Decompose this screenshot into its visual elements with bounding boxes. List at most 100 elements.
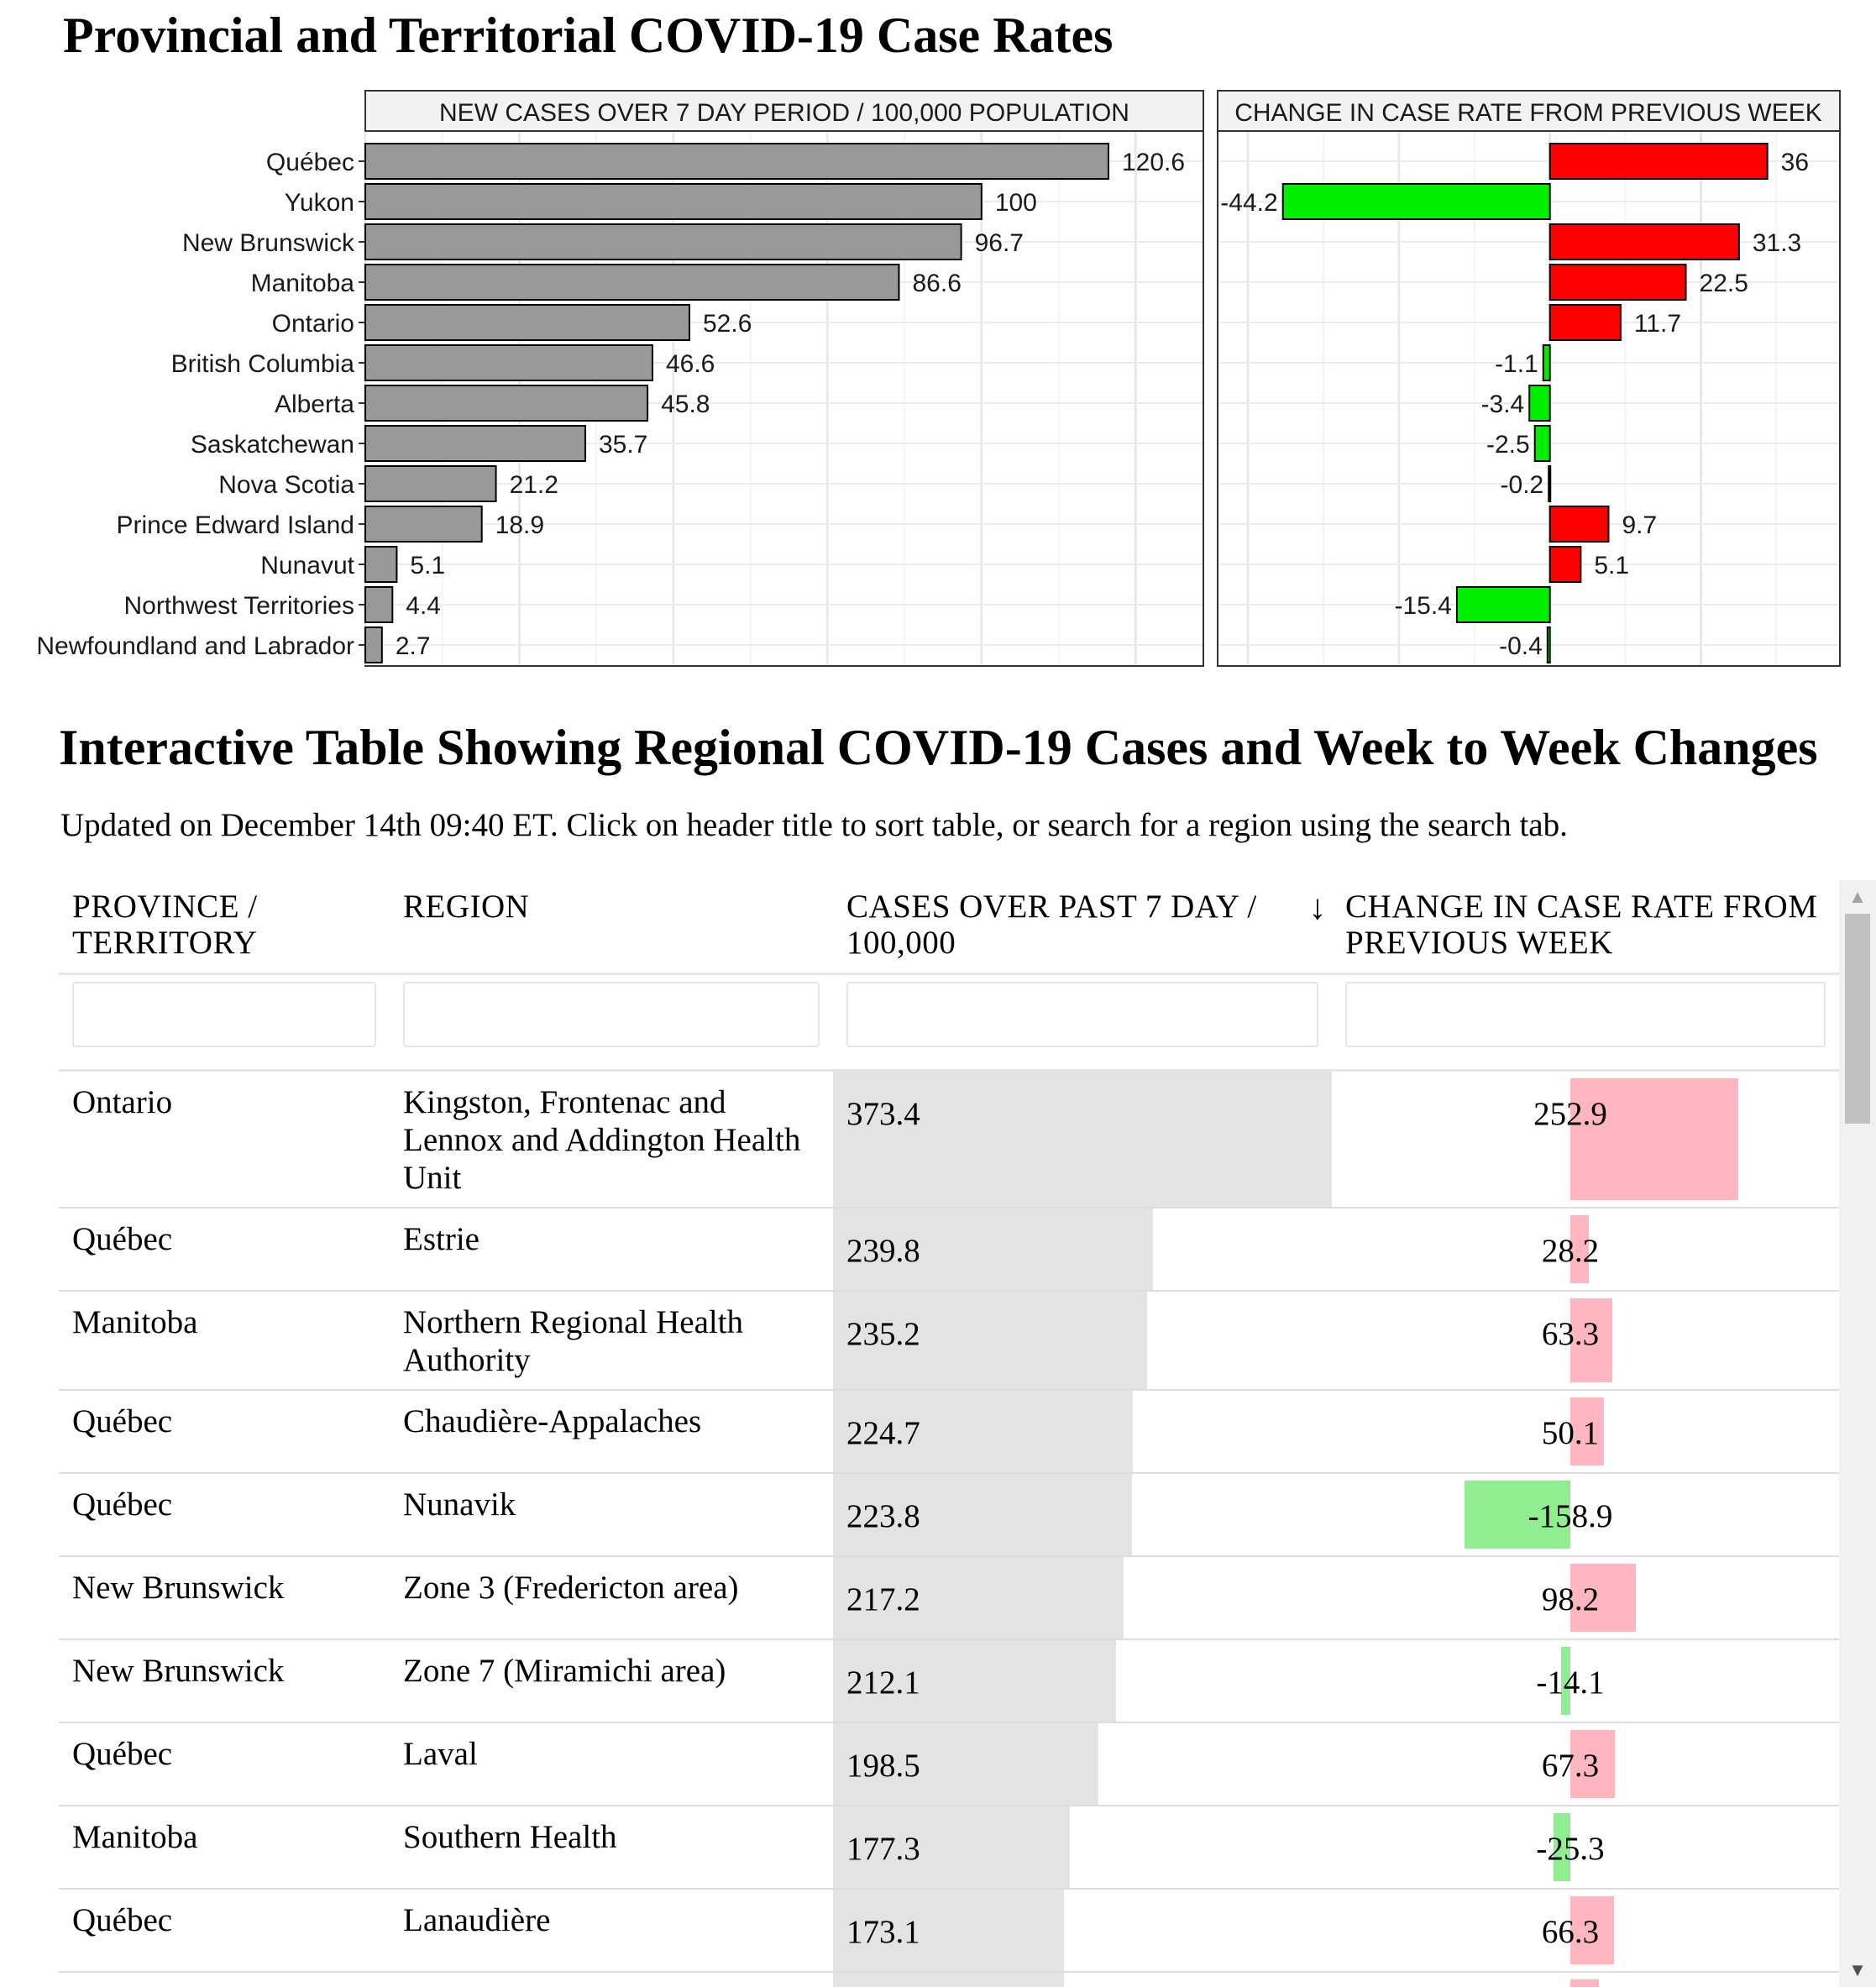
cases-value: 373.4 (846, 1096, 920, 1132)
table-row: Québec Estrie 239.8 28.2 (59, 1208, 1839, 1292)
cell-change: -158.9 (1332, 1473, 1839, 1557)
rate-bar-label: 18.9 (495, 511, 544, 539)
header-change[interactable]: CHANGE IN CASE RATE FROM PREVIOUS WEEK (1332, 880, 1839, 975)
cases-bar (833, 1474, 1133, 1555)
cases-bar (833, 1890, 1065, 1971)
province-label: Northwest Territories (123, 592, 354, 620)
table-title: Interactive Table Showing Regional COVID… (59, 720, 1818, 775)
change-increase-bar (1570, 1078, 1738, 1200)
change-decrease-bar (1465, 1481, 1570, 1549)
header-cases[interactable]: CASES OVER PAST 7 DAY / 100,000 ↓ (833, 880, 1332, 975)
rate-bar (364, 344, 653, 381)
sort-descending-icon: ↓ (1308, 889, 1327, 927)
regional-table-container[interactable]: PROVINCE / TERRITORY REGION CASES OVER P… (59, 880, 1839, 1987)
table-row: QuébecMontréal172.743.2 (59, 1972, 1839, 1987)
header-province-label: PROVINCE / TERRITORY (72, 889, 258, 961)
province-label: Prince Edward Island (117, 511, 354, 539)
filter-cases-cell (833, 973, 1332, 1072)
rate-bar-label: 100 (995, 189, 1037, 217)
province-labels: Québec Yukon New Brunswick Manitoba Ontario B… (36, 149, 365, 660)
charts-area: NEW CASES OVER 7 DAY PERIOD / 100,000 PO… (36, 90, 1841, 667)
province-label: Manitoba (251, 270, 355, 297)
table-row: Québec Lanaudière 173.1 66.3 (59, 1889, 1839, 1973)
change-value: 50.1 (1541, 1415, 1600, 1451)
change-bar-label: 11.7 (1634, 310, 1681, 338)
table-row: New Brunswick Zone 3 (Fredericton area) 21… (59, 1556, 1839, 1640)
change-bar-label: 9.7 (1622, 511, 1657, 539)
rate-bar (364, 223, 962, 260)
change-bar-label: -0.2 (1501, 471, 1544, 499)
cell-region: Montréal (390, 1972, 833, 1987)
cell-region: Northern Regional Health Authority (390, 1291, 833, 1391)
header-region[interactable]: REGION (390, 880, 833, 975)
scroll-up-icon[interactable]: ▲ (1848, 886, 1867, 907)
change-decrease-bar (1553, 1813, 1570, 1881)
rate-bar (364, 183, 983, 220)
rate-bar-label: 5.1 (410, 552, 445, 579)
province-label: Newfoundland and Labrador (36, 632, 354, 660)
cell-cases: 198.5 (833, 1722, 1332, 1806)
rate-bar-label: 86.6 (912, 270, 961, 297)
cell-cases: 172.7 (833, 1972, 1332, 1987)
rate-bar (364, 627, 383, 663)
cell-change: -14.1 (1332, 1639, 1839, 1723)
cell-province: New Brunswick (59, 1556, 390, 1640)
change-bars (1281, 143, 1769, 663)
cell-province: Manitoba (59, 1291, 390, 1391)
rate-bar-label: 46.6 (666, 350, 715, 378)
header-cases-label: CASES OVER PAST 7 DAY / 100,000 (846, 889, 1257, 961)
filter-province-input[interactable] (72, 982, 376, 1047)
rate-bar (364, 465, 497, 502)
cell-cases: 212.1 (833, 1639, 1332, 1723)
scroll-thumb[interactable] (1845, 914, 1870, 1124)
table-scrollbar[interactable]: ▲ ▼ (1839, 880, 1876, 1987)
rate-bar (364, 506, 483, 543)
rate-bar-label: 45.8 (661, 391, 710, 418)
decrease-bar (1533, 425, 1551, 462)
province-label: Ontario (272, 310, 354, 338)
cell-change: 43.2 (1332, 1972, 1839, 1987)
change-increase-bar (1570, 1730, 1616, 1798)
header-change-label: CHANGE IN CASE RATE FROM PREVIOUS WEEK (1345, 889, 1818, 961)
cell-province: Québec (59, 1722, 390, 1806)
table-row: Manitoba Southern Health 177.3 -25.3 (59, 1806, 1839, 1890)
header-province[interactable]: PROVINCE / TERRITORY (59, 880, 390, 975)
cell-change: 252.9 (1332, 1070, 1839, 1208)
change-bar-label: -2.5 (1486, 431, 1530, 459)
table-row: Québec Laval 198.5 67.3 (59, 1722, 1839, 1806)
cell-province: Québec (59, 1390, 390, 1474)
change-bar-label: -0.4 (1499, 632, 1543, 660)
filter-region-input[interactable] (403, 982, 820, 1047)
cell-cases: 217.2 (833, 1556, 1332, 1640)
change-value: 66.3 (1541, 1914, 1600, 1950)
change-value: 252.9 (1533, 1096, 1607, 1132)
rate-bar-label: 2.7 (396, 632, 431, 660)
decrease-bar (1281, 183, 1551, 220)
change-value: -25.3 (1536, 1831, 1605, 1867)
cell-region: Zone 7 (Miramichi area) (390, 1639, 833, 1723)
change-value: 28.2 (1541, 1233, 1600, 1269)
cell-change: 50.1 (1332, 1390, 1839, 1474)
change-panel: CHANGE IN CASE RATE FROM PREVIOUS WEEK 3… (1217, 90, 1841, 667)
cell-cases: 223.8 (833, 1473, 1332, 1557)
cell-change: 28.2 (1332, 1208, 1839, 1292)
change-value: 67.3 (1541, 1748, 1600, 1784)
change-bar-label: -44.2 (1220, 189, 1277, 217)
change-value: -158.9 (1528, 1498, 1613, 1534)
province-label: New Brunswick (182, 229, 355, 257)
table-body: Ontario Kingston, Frontenac and Lennox an… (59, 1070, 1839, 1987)
increase-bar (1548, 143, 1769, 180)
change-value: -14.1 (1536, 1665, 1605, 1701)
rate-bar (364, 586, 394, 623)
cell-region: Southern Health (390, 1806, 833, 1890)
scroll-down-icon[interactable]: ▼ (1848, 1959, 1867, 1980)
change-increase-bar (1570, 1397, 1604, 1465)
decrease-bar (1528, 385, 1551, 422)
filter-cases-input[interactable] (846, 982, 1318, 1047)
cell-cases: 224.7 (833, 1390, 1332, 1474)
increase-bar (1548, 223, 1740, 260)
cell-region: Kingston, Frontenac and Lennox and Addin… (390, 1070, 833, 1208)
filter-change-input[interactable] (1345, 982, 1826, 1047)
cell-region: Nunavik (390, 1473, 833, 1557)
province-label: Nova Scotia (218, 471, 354, 499)
